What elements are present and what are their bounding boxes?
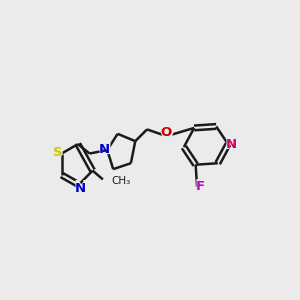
Text: N: N — [225, 135, 238, 153]
Text: F: F — [194, 178, 206, 196]
Text: F: F — [196, 180, 205, 193]
Text: O: O — [159, 124, 174, 142]
Text: N: N — [73, 179, 87, 197]
Text: N: N — [75, 182, 86, 195]
Text: N: N — [226, 138, 237, 151]
Text: S: S — [53, 146, 63, 159]
Text: S: S — [52, 143, 64, 161]
Text: O: O — [161, 126, 172, 139]
Text: N: N — [99, 143, 110, 156]
Text: N: N — [98, 140, 111, 158]
Text: CH₃: CH₃ — [111, 176, 130, 186]
